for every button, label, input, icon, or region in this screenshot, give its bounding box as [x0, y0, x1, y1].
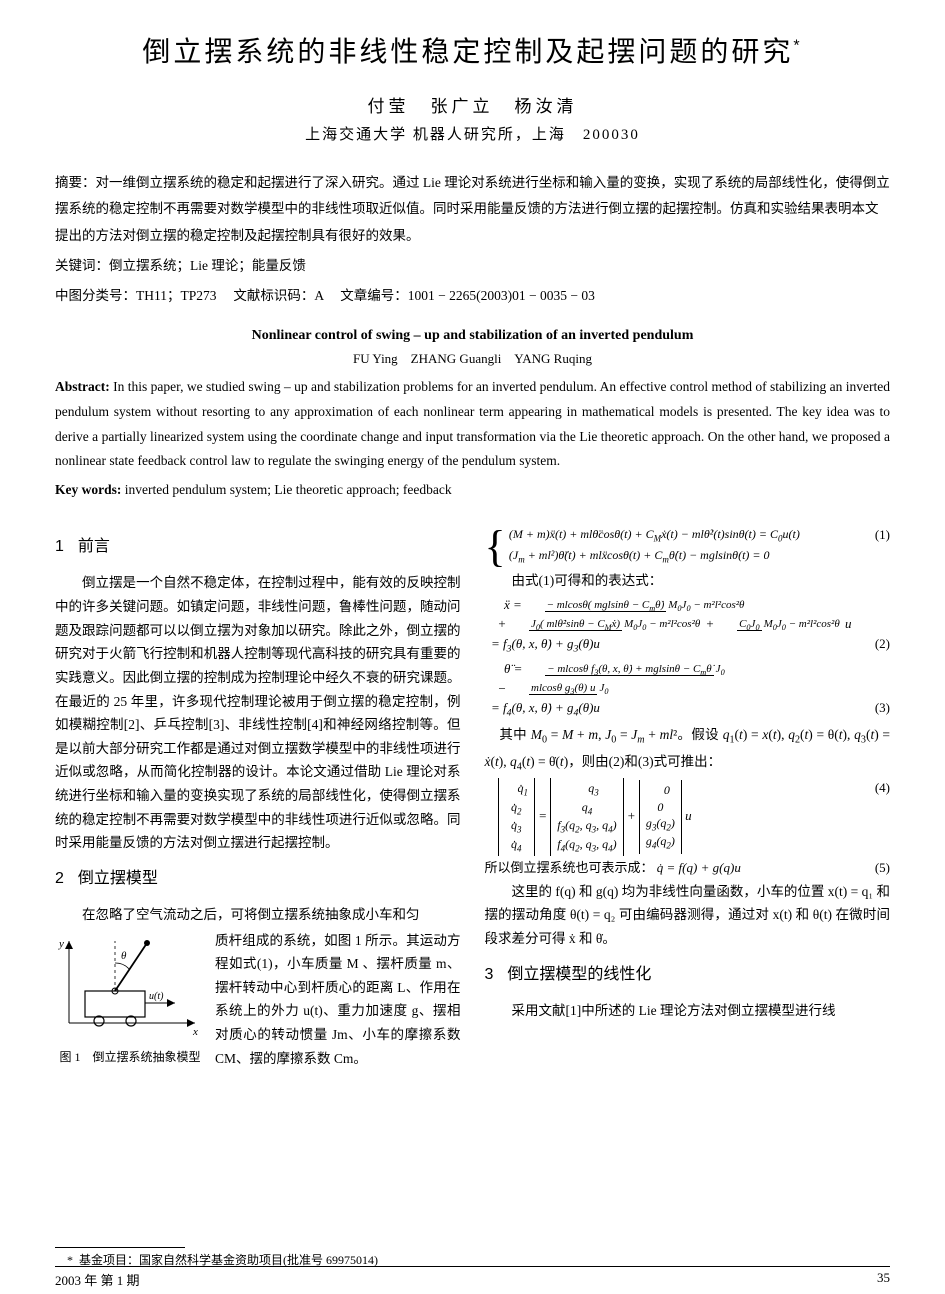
equation-1: { (M + m)ẍ(t) + mlθ̈cosθ(t) + CMẋ(t) − m… — [485, 525, 891, 567]
right-column: { (M + m)ẍ(t) + mlθ̈cosθ(t) + CMẋ(t) − m… — [485, 523, 891, 1072]
eq-num-2: (2) — [855, 634, 890, 654]
section-3-title: 倒立摆模型的线性化 — [507, 966, 651, 983]
class-label-2: 文献标识码： — [233, 288, 314, 303]
footnote-text: 基金项目：国家自然科学基金资助项目(批准号 69975014) — [79, 1253, 378, 1267]
figure-1-caption: 图 1 倒立摆系统抽象模型 — [55, 1047, 205, 1068]
fig-u-label: u(t) — [149, 991, 164, 1002]
keywords-chinese: 关键词：倒立摆系统；Lie 理论；能量反馈 — [55, 253, 890, 279]
title-chinese: 倒立摆系统的非线性稳定控制及起摆问题的研究* — [55, 30, 890, 70]
figure-1: y x θ — [55, 933, 205, 1068]
authors-chinese: 付莹 张广立 杨汝清 — [55, 92, 890, 117]
section-1-title: 前言 — [78, 538, 110, 555]
equation-5: 所以倒立摆系统也可表示成： q̇ = f(q) + g(q)u (5) — [485, 858, 891, 878]
abstract-label-cn: 摘要： — [55, 175, 96, 190]
section-3-num: 3 — [485, 966, 494, 983]
section-2-heading: 2 倒立摆模型 — [55, 865, 461, 893]
figure-1-diagram: y x θ — [55, 933, 205, 1043]
eq-num-5: (5) — [875, 858, 890, 878]
abstract-chinese: 摘要：对一维倒立摆系统的稳定和起摆进行了深入研究。通过 Lie 理论对系统进行坐… — [55, 170, 890, 249]
class-val-2: A — [314, 288, 323, 303]
class-label-1: 中图分类号： — [55, 288, 136, 303]
keywords-text-en: inverted pendulum system; Lie theoretic … — [121, 482, 451, 497]
col2-text-2a: 其中 — [499, 727, 530, 742]
keywords-label-en: Key words: — [55, 482, 121, 497]
section-3-para: 采用文献[1]中所述的 Lie 理论方法对倒立摆模型进行线 — [485, 999, 891, 1023]
classification-row: 中图分类号：TH11；TP273 文献标识码：A 文章编号：1001 − 226… — [55, 283, 890, 309]
keywords-text-cn: 倒立摆系统；Lie 理论；能量反馈 — [109, 258, 306, 273]
title-text: 倒立摆系统的非线性稳定控制及起摆问题的研究 — [142, 36, 793, 67]
section-1-heading: 1 前言 — [55, 533, 461, 561]
equation-4: q̇1q̇2q̇3q̇4 = q3q4f3(q2, q3, q4)f4(q2, … — [485, 778, 891, 856]
col2-text-3: 所以倒立摆系统也可表示成： — [485, 860, 654, 875]
col2-text-1: 由式(1)可得和的表达式： — [485, 569, 891, 593]
left-column: 1 前言 倒立摆是一个自然不稳定体，在控制过程中，能有效的反映控制中的许多关键问题… — [55, 523, 461, 1072]
authors-english: FU Ying ZHANG Guangli YANG Ruqing — [55, 348, 890, 367]
section-2-para-a: 在忽略了空气流动之后，可将倒立摆系统抽象成小车和匀 — [55, 903, 461, 927]
equation-2: ẍ = − mlcosθ( mglsinθ − Cmθ̇)M0J0 − m²l²… — [485, 595, 891, 657]
fig-y-label: y — [58, 938, 64, 950]
section-2-num: 2 — [55, 870, 64, 887]
section-3-heading: 3 倒立摆模型的线性化 — [485, 961, 891, 989]
page-footer: 2003 年 第 1 期 35 — [55, 1266, 890, 1289]
equation-3: θ̈ = − mlcosθ f3(θ, x, θ̇) + mglsinθ − C… — [485, 659, 891, 721]
eq-num-3: (3) — [855, 698, 890, 718]
class-val-3: 1001 − 2265(2003)01 − 0035 − 03 — [408, 288, 595, 303]
abstract-label-en: Abstract: — [55, 379, 110, 394]
keywords-english: Key words: inverted pendulum system; Lie… — [55, 478, 890, 503]
keywords-label-cn: 关键词： — [55, 258, 109, 273]
abstract-text-en: In this paper, we studied swing – up and… — [55, 379, 890, 469]
eq-num-1: (1) — [875, 525, 890, 545]
fig-x-label: x — [192, 1026, 198, 1038]
title-footnote-mark: * — [793, 38, 802, 55]
fig-theta-label: θ — [121, 950, 127, 962]
section-2-title: 倒立摆模型 — [78, 870, 158, 887]
class-val-1: TH11；TP273 — [136, 288, 217, 303]
col2-para-last: 这里的 f(q) 和 g(q) 均为非线性向量函数，小车的位置 x(t) = q… — [485, 880, 891, 951]
footnote-rule — [55, 1247, 185, 1248]
eq-num-4: (4) — [862, 778, 890, 798]
section-1-num: 1 — [55, 538, 64, 555]
section-1-para: 倒立摆是一个自然不稳定体，在控制过程中，能有效的反映控制中的许多关键问题。如镇定… — [55, 571, 461, 855]
abstract-english: Abstract: In this paper, we studied swin… — [55, 375, 890, 475]
affiliation-chinese: 上海交通大学 机器人研究所，上海 200030 — [55, 123, 890, 144]
col2-text-2c: ，则由(2)和(3)式可推出： — [568, 754, 721, 769]
footer-issue: 2003 年 第 1 期 — [55, 1270, 140, 1289]
footer-page-number: 35 — [877, 1270, 890, 1289]
footnote-mark: * — [67, 1253, 73, 1267]
col2-text-2b: 。假设 — [677, 727, 723, 742]
abstract-text-cn: 对一维倒立摆系统的稳定和起摆进行了深入研究。通过 Lie 理论对系统进行坐标和输… — [55, 175, 890, 243]
col2-text-2: 其中 M0 = M + m, J0 = Jm + ml²。假设 q1(t) = … — [485, 723, 891, 776]
class-label-3: 文章编号： — [340, 288, 408, 303]
title-english: Nonlinear control of swing – up and stab… — [55, 328, 890, 344]
two-column-body: 1 前言 倒立摆是一个自然不稳定体，在控制过程中，能有效的反映控制中的许多关键问题… — [55, 523, 890, 1072]
